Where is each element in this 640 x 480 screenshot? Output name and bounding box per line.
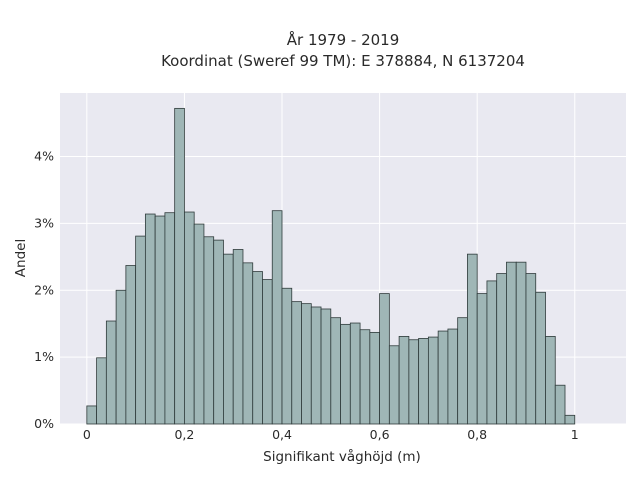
- histogram-bar: [447, 328, 459, 425]
- histogram-bar: [437, 330, 449, 425]
- y-tick-label: 0%: [34, 416, 54, 431]
- histogram-bar: [506, 261, 517, 425]
- histogram-bar: [193, 223, 205, 425]
- histogram-bar: [203, 236, 215, 425]
- histogram-bar: [96, 357, 107, 425]
- x-axis-label: Signifikant våghöjd (m): [263, 448, 421, 465]
- histogram-bar: [252, 271, 263, 425]
- histogram-bar: [525, 273, 537, 425]
- histogram-bar: [310, 306, 322, 425]
- histogram-bar: [154, 215, 166, 425]
- histogram-bar: [301, 303, 312, 425]
- x-tick-label: 0,8: [467, 427, 487, 442]
- histogram-bar: [271, 210, 283, 425]
- histogram-bar: [281, 287, 293, 425]
- histogram-bar: [320, 308, 332, 425]
- histogram-bar: [174, 107, 185, 425]
- histogram-bar: [379, 293, 390, 425]
- bars: [86, 107, 576, 425]
- y-tick-label: 2%: [34, 282, 54, 297]
- y-tick-label: 3%: [34, 215, 54, 230]
- histogram-bar: [340, 323, 351, 425]
- histogram-bar: [359, 329, 371, 425]
- histogram-bar: [515, 261, 527, 425]
- histogram-bar: [184, 211, 195, 425]
- histogram-bar: [223, 253, 234, 425]
- histogram-bar: [457, 317, 468, 425]
- histogram-bar: [86, 405, 97, 425]
- histogram-bar: [291, 301, 302, 425]
- chart-title-line-2: Koordinat (Sweref 99 TM): E 378884, N 61…: [161, 52, 525, 70]
- histogram-bar: [369, 331, 380, 425]
- y-tick-label: 4%: [34, 149, 54, 164]
- histogram-bar: [476, 293, 488, 425]
- histogram-bar: [554, 384, 566, 425]
- histogram-bar: [467, 253, 478, 425]
- histogram-bar: [545, 336, 556, 425]
- x-tick-labels: 0 0,2 0,4 0,6 0,8 1: [83, 427, 579, 442]
- y-tick-labels: 0% 1% 2% 3% 4%: [34, 149, 54, 431]
- histogram-bar: [418, 338, 429, 425]
- x-tick-label: 0,6: [370, 427, 390, 442]
- histogram-bar: [105, 320, 117, 425]
- histogram-bar: [388, 345, 400, 425]
- histogram-bar: [398, 336, 410, 425]
- x-tick-label: 0: [83, 427, 91, 442]
- histogram-bar: [349, 322, 361, 425]
- histogram-bar: [564, 414, 576, 425]
- histogram-bar: [262, 279, 273, 425]
- histogram-bar: [115, 289, 127, 425]
- x-tick-label: 1: [571, 427, 579, 442]
- histogram-bar: [486, 280, 498, 425]
- histogram-bar: [535, 291, 546, 425]
- y-axis-label: Andel: [13, 239, 29, 277]
- histogram-bar: [427, 336, 439, 425]
- histogram-bar: [164, 212, 176, 425]
- histogram-bar: [144, 213, 156, 425]
- histogram-bar: [232, 249, 244, 425]
- histogram-bar: [213, 239, 224, 425]
- histogram-bar: [242, 262, 254, 425]
- chart-title-line-1: År 1979 - 2019: [287, 30, 400, 49]
- histogram-bar: [125, 265, 137, 425]
- histogram-bar: [496, 273, 507, 425]
- histogram-bar: [135, 235, 146, 425]
- x-tick-label: 0,4: [272, 427, 292, 442]
- histogram-bar: [408, 339, 420, 425]
- y-tick-label: 1%: [34, 349, 54, 364]
- x-tick-label: 0,2: [174, 427, 194, 442]
- histogram-bar: [330, 317, 341, 425]
